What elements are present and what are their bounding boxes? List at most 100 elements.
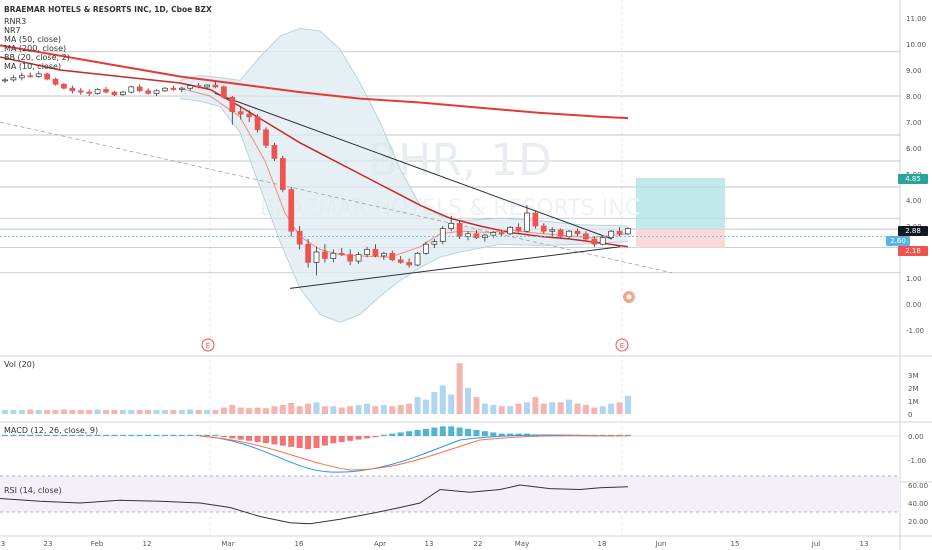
price-tick-label: 9.00 xyxy=(906,67,922,75)
x-tick-label: 18 xyxy=(598,540,607,548)
macd-bar xyxy=(136,434,143,436)
macd-bar xyxy=(448,426,455,436)
volume-tick-label: 0 xyxy=(908,411,912,419)
volume-bar xyxy=(574,403,581,414)
x-tick-label: 23 xyxy=(44,540,53,548)
candle xyxy=(254,116,261,131)
indicator-ma200[interactable]: MA (200, close) xyxy=(4,44,67,53)
macd-bar xyxy=(422,428,429,436)
macd-bar xyxy=(406,431,413,436)
volume-bar xyxy=(414,397,421,414)
volume-bar xyxy=(431,391,438,414)
macd-pane-label[interactable]: MACD (12, 26, close, 9) xyxy=(4,426,99,435)
candle xyxy=(456,223,463,237)
indicator-bb[interactable]: BB (20, close, 2) xyxy=(4,53,70,62)
volume-bar xyxy=(305,403,312,414)
chart-title: BRAEMAR HOTELS & RESORTS INC, 1D, Cboe B… xyxy=(4,5,212,14)
volume-bar xyxy=(128,410,135,414)
macd-bar xyxy=(490,432,497,436)
price-tick-label: 4.00 xyxy=(906,197,922,205)
price-tick-label: 6.00 xyxy=(906,145,922,153)
macd-bar xyxy=(431,427,438,436)
candle xyxy=(507,226,513,235)
volume-bar xyxy=(608,403,615,414)
candle xyxy=(557,229,564,237)
candle xyxy=(229,96,236,112)
x-tick-label: 13 xyxy=(860,540,869,548)
volume-bar xyxy=(557,402,564,414)
candle xyxy=(448,223,455,229)
candle xyxy=(566,230,572,237)
indicator-ma10[interactable]: MA (10, close) xyxy=(4,62,62,71)
trendline xyxy=(214,92,613,240)
candle xyxy=(103,89,109,93)
rsi-pane-label[interactable]: RSI (14, close) xyxy=(4,486,62,495)
signal-line xyxy=(199,435,629,471)
candle xyxy=(397,259,404,263)
macd-bar xyxy=(27,434,34,436)
indicator-nr7[interactable]: NR7 xyxy=(4,26,21,35)
x-tick-label: 3 xyxy=(1,540,5,548)
volume-bar xyxy=(60,409,67,414)
volume-bar xyxy=(456,363,463,414)
volume-bar xyxy=(111,410,118,414)
volume-bar xyxy=(161,410,168,414)
volume-pane-label[interactable]: Vol (20) xyxy=(4,360,35,369)
macd-bar xyxy=(2,434,8,436)
candle xyxy=(347,254,354,262)
volume-bar xyxy=(439,385,446,414)
volume-bar xyxy=(94,409,101,414)
candle xyxy=(69,87,76,92)
macd-bar xyxy=(313,436,320,448)
candle xyxy=(136,86,143,92)
candle xyxy=(414,252,421,266)
x-tick-label: Jun xyxy=(655,540,667,548)
price-tick-label: 8.00 xyxy=(906,93,922,101)
volume-bar xyxy=(212,410,219,414)
volume-bar xyxy=(153,410,160,414)
macd-tick-label: -1.00 xyxy=(908,457,926,465)
macd-bar xyxy=(397,432,404,436)
volume-bar xyxy=(523,402,530,414)
volume-bar xyxy=(347,406,354,414)
volume-bar xyxy=(473,397,480,414)
candle xyxy=(221,86,227,98)
macd-bar xyxy=(616,434,623,436)
volume-bar xyxy=(490,404,497,414)
x-tick-label: Apr xyxy=(374,540,386,548)
volume-bar xyxy=(271,406,278,414)
x-tick-label: 22 xyxy=(474,540,483,548)
x-tick-label: 12 xyxy=(143,540,152,548)
indicator-rnr3[interactable]: RNR3 xyxy=(4,17,27,26)
macd-bar xyxy=(380,434,387,436)
candle xyxy=(549,229,556,232)
candle xyxy=(322,251,328,259)
candle xyxy=(61,83,67,89)
candle xyxy=(77,90,84,93)
candle xyxy=(490,232,497,236)
macd-bar xyxy=(305,436,312,450)
macd-bar xyxy=(237,436,244,440)
rsi-tick-label: 40.00 xyxy=(908,500,928,508)
macd-bar xyxy=(330,436,337,444)
candle xyxy=(27,75,34,78)
macd-bar xyxy=(321,436,328,446)
macd-bar xyxy=(77,434,84,436)
macd-bar xyxy=(220,436,227,438)
candle xyxy=(439,228,446,242)
volume-bar xyxy=(52,410,59,414)
macd-bar xyxy=(473,430,480,436)
volume-bar xyxy=(566,399,573,414)
volume-bar xyxy=(18,410,25,414)
price-tick-label: 11.00 xyxy=(906,15,926,23)
macd-bar xyxy=(262,436,269,444)
volume-bar xyxy=(288,402,295,414)
candle xyxy=(145,90,151,94)
candle xyxy=(120,91,126,96)
indicator-ma50[interactable]: MA (50, close) xyxy=(4,35,62,44)
macd-bar xyxy=(111,434,118,436)
candle xyxy=(591,238,598,245)
candle xyxy=(599,237,606,245)
